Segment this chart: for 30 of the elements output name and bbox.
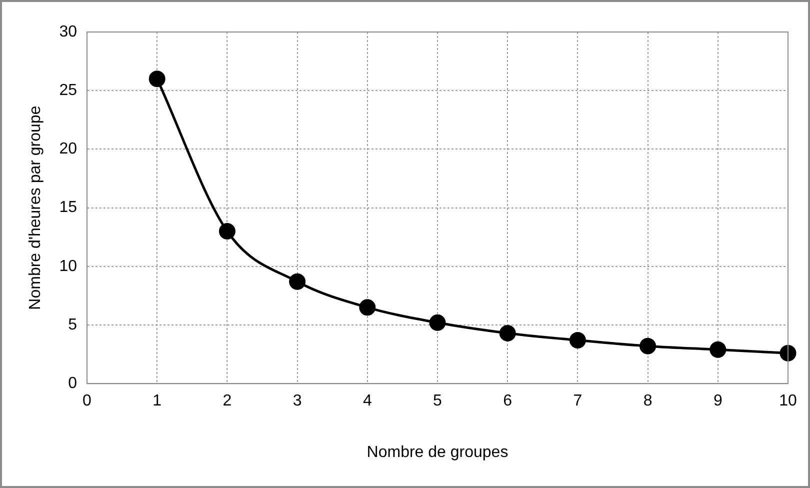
x-tick-label: 9 (713, 392, 722, 410)
y-tick-label: 30 (59, 23, 78, 40)
x-tick-label: 0 (82, 392, 92, 410)
point (640, 338, 656, 354)
y-tick-label: 0 (68, 375, 78, 392)
x-tick-label: 3 (292, 392, 302, 410)
x-tick-label: 5 (433, 392, 442, 410)
y-tick-label: 15 (59, 199, 78, 216)
x-tick-label: 6 (503, 392, 512, 410)
y-tick-label: 25 (59, 82, 78, 100)
point (429, 314, 446, 331)
y-axis-title: Nombre d'heures par groupe (27, 106, 44, 310)
x-tick-label: 10 (779, 392, 797, 410)
y-tick-label: 20 (59, 140, 78, 158)
x-tick-label: 1 (152, 392, 162, 410)
point (569, 332, 586, 348)
y-tick-label: 10 (59, 258, 78, 275)
point (289, 273, 306, 290)
x-tick-label: 2 (222, 392, 232, 410)
point (499, 324, 516, 342)
x-tick-label: 8 (643, 392, 652, 410)
point (218, 222, 236, 240)
point (359, 299, 376, 316)
point (780, 344, 796, 362)
y-tick-label: 5 (68, 316, 78, 334)
point (148, 70, 166, 88)
x-axis-title: Nombre de groupes (366, 444, 508, 461)
x-tick-label: 4 (362, 392, 372, 410)
point (710, 341, 726, 358)
x-tick-label: 7 (573, 392, 582, 410)
